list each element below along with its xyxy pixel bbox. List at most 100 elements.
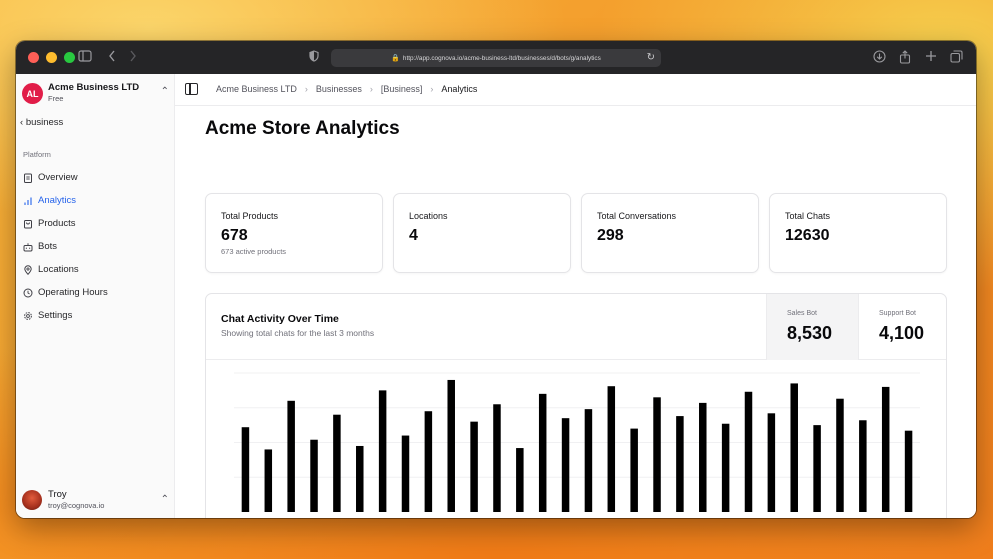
stat-card-locations: Locations 4 [393,193,571,273]
chart-bar[interactable] [767,413,776,512]
chart-bar[interactable] [538,393,547,512]
breadcrumb-item-businesses[interactable]: Businesses [315,84,362,94]
browser-titlebar: 🔒 http://app.cognova.io/acme-business-lt… [16,41,976,74]
chart-bar[interactable] [378,390,387,512]
chart-bar[interactable] [630,428,638,512]
sidebar-item-overview[interactable]: Overview [23,166,169,189]
chat-activity-chart-card: Chat Activity Over Time Showing total ch… [205,293,947,518]
chevron-right-icon: › [369,84,373,94]
bar-chart-svg: Dec 3Dec 7Dec 11Dec 15Dec 19Dec 23Dec 27… [234,372,920,512]
chart-bar[interactable] [607,386,616,512]
breadcrumb: Acme Business LTD › Businesses › [Busine… [216,84,477,94]
clipboard-icon [23,173,33,183]
card-label: Locations [409,211,448,221]
stat-value: 4,100 [879,323,925,343]
tab-overview-icon[interactable] [950,50,963,66]
breadcrumb-item-business[interactable]: [Business] [380,84,423,94]
privacy-shield-icon[interactable] [309,50,319,65]
sidebar-item-products[interactable]: Products [23,212,169,235]
org-switcher[interactable]: AL Acme Business LTD Free ⌃ [22,82,169,108]
chart-bar[interactable] [516,448,524,512]
chart-bar[interactable] [470,421,478,512]
sidebar-item-settings[interactable]: Settings [23,304,169,327]
chart-bar[interactable] [401,435,410,512]
breadcrumb-item-org[interactable]: Acme Business LTD [216,84,297,94]
zoom-window-button[interactable] [64,52,75,63]
address-bar[interactable]: 🔒 http://app.cognova.io/acme-business-lt… [331,49,661,67]
chart-bar[interactable] [264,449,273,512]
url-text: http://app.cognova.io/acme-business-ltd/… [402,54,601,62]
chart-bar[interactable] [721,423,730,512]
chevron-right-icon: › [304,84,308,94]
card-label: Total Chats [785,211,831,221]
chart-bar[interactable] [881,386,890,512]
sidebar-item-locations[interactable]: Locations [23,258,169,281]
share-icon[interactable] [899,50,911,67]
chart-bar[interactable] [904,430,913,512]
section-label: Platform [23,150,51,159]
minimize-window-button[interactable] [46,52,57,63]
sidebar-item-label: Settings [38,310,73,321]
chart-bar[interactable] [859,420,867,512]
back-to-business-link[interactable]: ‹ business [20,117,63,128]
chart-bar[interactable] [561,418,570,512]
chart-subtitle: Showing total chats for the last 3 month… [221,328,375,338]
card-label: Total Conversations [597,211,677,221]
user-name: Troy [48,489,67,500]
sidebar-item-label: Analytics [38,195,77,206]
stat-card-total-products: Total Products 678 673 active products [205,193,383,273]
stat-label: Sales Bot [787,310,817,317]
panel-toggle-icon[interactable] [185,83,198,95]
forward-arrow-icon[interactable] [129,50,137,65]
breadcrumb-item-current: Analytics [441,84,478,94]
top-bar: Acme Business LTD › Businesses › [Busine… [175,74,976,106]
chart-bar[interactable] [836,398,844,512]
avatar [22,490,42,510]
chart-bar[interactable] [699,402,707,512]
sidebar-item-analytics[interactable]: Analytics [23,189,169,212]
chart-bar[interactable] [584,409,593,512]
chart-bar[interactable] [287,400,295,512]
sidebar-toggle-icon[interactable] [78,50,92,65]
chart-bar[interactable] [493,404,501,512]
bot-icon [23,242,33,252]
back-arrow-icon[interactable] [108,50,116,65]
chart-bar[interactable] [744,391,753,512]
card-value: 4 [409,227,418,244]
chart-bar[interactable] [813,425,821,512]
user-email: troy@cognova.io [48,501,105,510]
sales-bot-toggle[interactable]: Sales Bot 8,530 [766,294,858,360]
shopping-bag-icon [23,219,33,229]
chart-bar[interactable] [310,439,318,512]
chart-bar[interactable] [333,414,341,512]
sidebar-item-label: Locations [38,264,79,275]
sidebar-nav: Overview Analytics Products Bots [23,166,169,327]
chevron-up-down-icon: ⌃ [160,86,169,97]
new-tab-icon[interactable] [925,50,937,65]
chart-bar[interactable] [790,383,798,512]
card-subtext: 673 active products [221,247,287,256]
chart-bar[interactable] [653,397,661,512]
chart-bar[interactable] [676,416,684,512]
gear-icon [23,311,33,321]
chart-bar[interactable] [356,445,364,512]
bar-chart-icon [23,196,33,206]
chevron-left-icon: ‹ [20,117,24,128]
chart-bar[interactable] [424,411,433,512]
sidebar-item-operating-hours[interactable]: Operating Hours [23,281,169,304]
chart-bar[interactable] [447,379,455,512]
lock-icon: 🔒 [391,55,400,62]
org-name: Acme Business LTD [48,82,140,93]
user-menu[interactable]: Troy troy@cognova.io ⌃ [22,486,169,512]
close-window-button[interactable] [28,52,39,63]
download-icon[interactable] [873,50,886,66]
map-pin-icon [23,264,33,275]
chevron-right-icon: › [430,84,434,94]
window-controls [28,52,75,63]
clock-icon [23,288,33,298]
support-bot-toggle[interactable]: Support Bot 4,100 [858,294,946,360]
sidebar-item-bots[interactable]: Bots [23,235,169,258]
reload-icon[interactable]: ↻ [646,52,655,63]
card-value: 12630 [785,227,830,244]
chart-bar[interactable] [241,427,250,512]
